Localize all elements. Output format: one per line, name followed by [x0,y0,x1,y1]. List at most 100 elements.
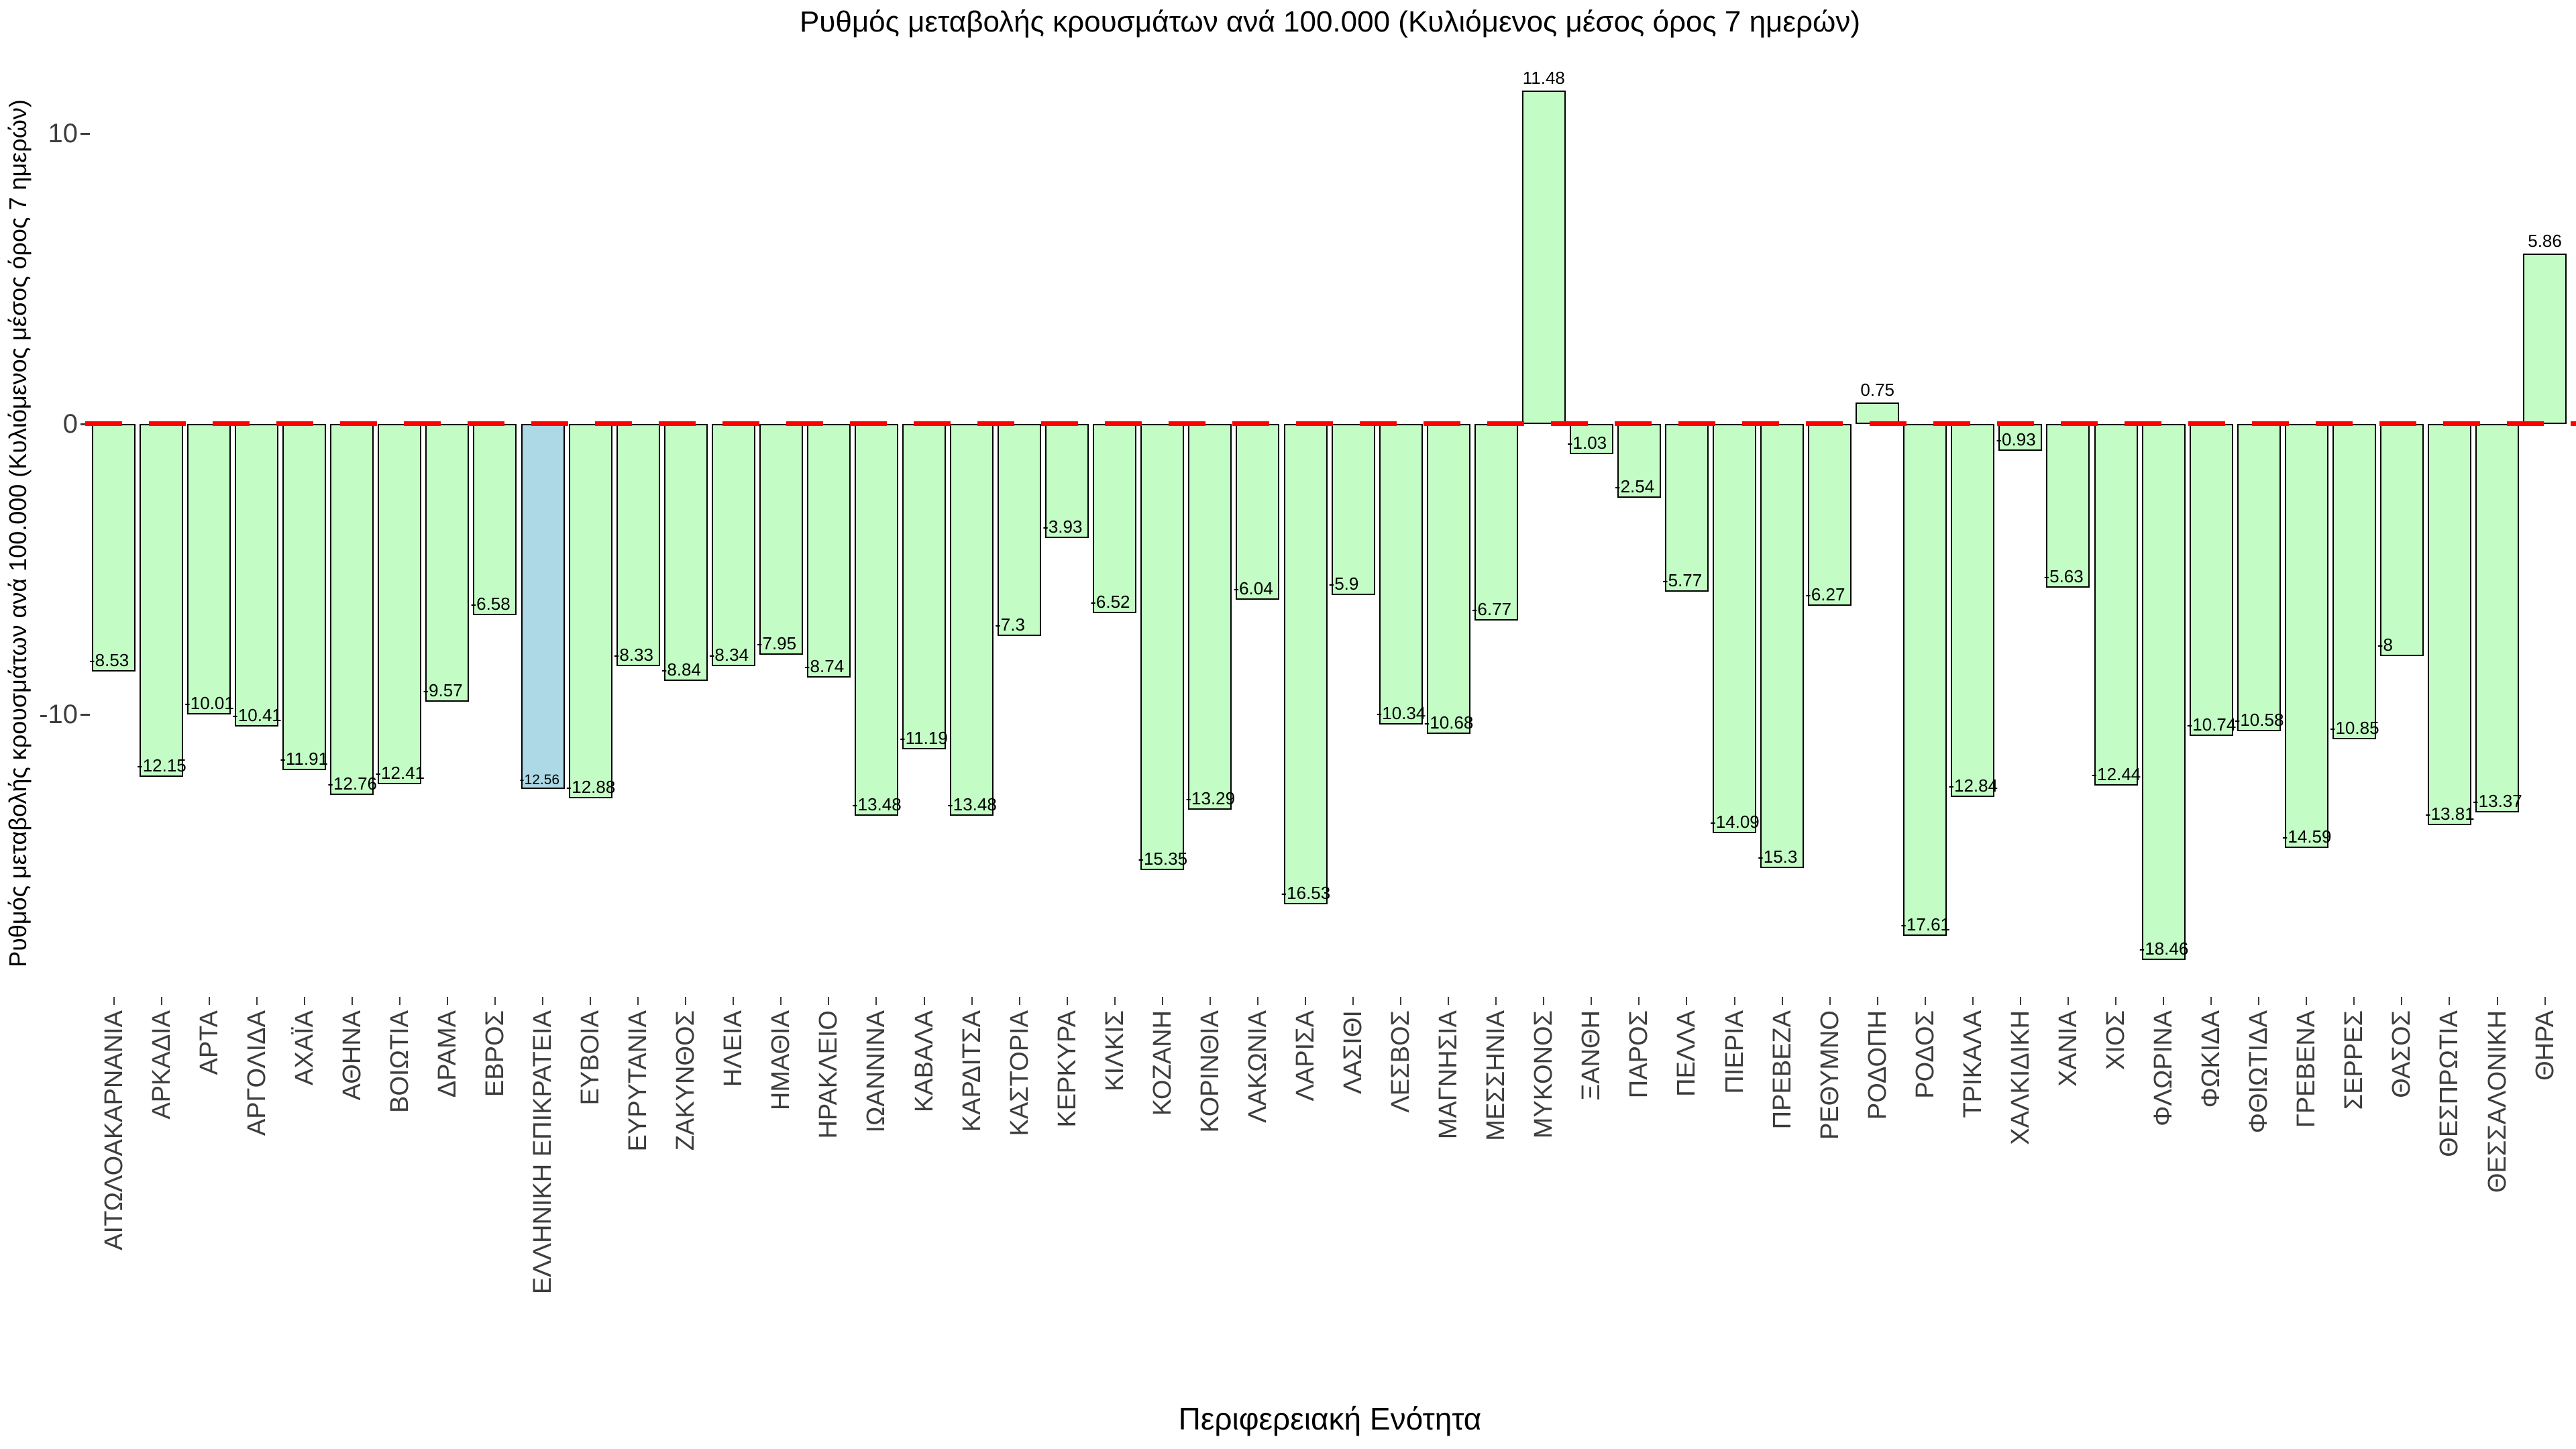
x-tick-mark [1400,997,1402,1005]
x-tick-label: ΑΧΑΪΑ [290,1010,319,1085]
x-tick-label: ΕΥΒΟΙΑ [576,1010,605,1106]
bar-value-label: -13.48 [851,794,902,814]
bar-value-label: -6.04 [1233,578,1273,598]
bar-value-label: -5.63 [2043,566,2084,586]
bar-ΡΕΘΥΜΝΟ [1808,424,1852,606]
bar-ΕΥΡΥΤΑΝΙΑ [616,424,660,666]
y-tick-label: -10 [39,700,78,729]
bar-ΕΛΛΗΝΙΚΗ ΕΠΙΚΡΑΤΕΙΑ [521,424,565,789]
x-tick-label: ΧΙΟΣ [2102,1010,2131,1070]
zero-reference-line [85,421,2576,426]
x-tick-mark [1924,997,1926,1005]
x-tick-mark [923,997,925,1005]
x-tick-label: ΠΙΕΡΙΑ [1720,1010,1749,1094]
x-tick-mark [733,997,735,1005]
x-tick-label: ΤΡΙΚΑΛΑ [1958,1010,1987,1118]
x-tick-mark [2210,997,2212,1005]
x-tick-mark [1591,997,1593,1005]
bar-ΗΛΕΙΑ [711,424,755,667]
x-tick-label: ΚΟΖΑΝΗ [1148,1010,1177,1116]
x-tick-mark [1495,997,1497,1005]
x-tick-mark [1781,997,1783,1005]
x-tick-label: ΕΒΡΟΣ [480,1010,509,1097]
x-tick-label: ΘΑΣΟΣ [2387,1010,2416,1098]
x-tick-label: ΑΡΓΟΛΙΔΑ [242,1010,271,1136]
x-tick-label: ΧΑΛΚΙΔΙΚΗ [2006,1010,2035,1145]
x-tick-mark [398,997,400,1005]
x-tick-label: ΗΛΕΙΑ [719,1010,748,1087]
x-tick-label: ΠΑΡΟΣ [1625,1010,1654,1099]
x-tick-label: ΡΟΔΟΠΗ [1863,1010,1892,1120]
x-tick-label: ΑΡΚΑΔΙΑ [147,1010,176,1120]
bar-value-label: 5.86 [2528,231,2562,252]
bar-value-label: -15.35 [1138,848,1188,869]
chart-title: Ρυθμός μεταβολής κρουσμάτων ανά 100.000 … [799,5,1861,38]
bar-value-label: -7.95 [756,633,797,654]
bar-value-label: -8.33 [613,644,653,665]
bar-ΦΘΙΩΤΙΔΑ [2237,424,2281,732]
bar-ΛΑΡΙΣΑ [1283,424,1328,904]
bar-value-label: -1.03 [1566,432,1607,453]
bar-ΘΗΡΑ [2523,254,2567,424]
bar-ΤΡΙΚΑΛΑ [1951,424,1995,797]
bar-ΑΧΑΪΑ [282,424,327,770]
x-tick-label: ΣΕΡΡΕΣ [2340,1010,2369,1110]
bar-ΚΑΒΑΛΑ [902,424,947,749]
bar-value-label: -0.93 [1996,429,2036,450]
bar-value-label: -8.34 [708,645,749,665]
x-tick-label: ΠΕΛΛΑ [1672,1010,1701,1097]
bar-ΠΙΕΡΙΑ [1713,424,1757,834]
x-tick-label: ΡΟΔΟΣ [1911,1010,1939,1099]
y-tick-label: 0 [62,409,78,439]
bar-ΙΩΑΝΝΙΝΑ [854,424,898,816]
x-tick-mark [2258,997,2260,1005]
x-tick-mark [1543,997,1545,1005]
bar-value-label: -12.15 [137,755,186,776]
x-tick-mark [780,997,782,1005]
x-tick-mark [1876,997,1878,1005]
x-tick-label: ΑΡΤΑ [195,1010,223,1075]
x-tick-mark [1209,997,1211,1005]
x-tick-mark [2019,997,2021,1005]
bar-value-label: -13.29 [1185,788,1236,809]
y-axis-title: Ρυθμός μεταβολής κρουσμάτων ανά 100.000 … [4,99,32,967]
bar-ΕΥΒΟΙΑ [568,424,612,798]
bar-ΞΑΝΘΗ [1569,424,1613,454]
bar-value-label: -5.9 [1328,574,1359,594]
bar-value-label: -8 [2377,635,2393,655]
x-tick-label: ΜΑΓΝΗΣΙΑ [1434,1010,1463,1140]
bar-ΗΜΑΘΙΑ [759,424,803,655]
x-tick-mark [1448,997,1450,1005]
x-tick-mark [1018,997,1020,1005]
x-tick-label: ΕΛΛΗΝΙΚΗ ΕΠΙΚΡΑΤΕΙΑ [529,1010,557,1295]
bar-value-label: -12.76 [327,773,378,794]
x-tick-mark [2163,997,2165,1005]
x-tick-label: ΚΑΡΔΙΤΣΑ [957,1010,986,1132]
bar-ΑΡΤΑ [187,424,231,715]
bar-ΛΕΣΒΟΣ [1379,424,1423,724]
x-tick-label: ΞΑΝΘΗ [1577,1010,1606,1101]
bar-value-label: -10.41 [232,704,282,725]
bar-ΖΑΚΥΝΘΟΣ [663,424,708,681]
x-tick-label: ΚΑΒΑΛΑ [910,1010,938,1113]
x-tick-mark [2496,997,2498,1005]
bar-value-label: -6.58 [470,593,511,614]
x-tick-mark [351,997,353,1005]
bar-value-label: 0.75 [1860,379,1895,400]
x-tick-label: ΛΕΣΒΟΣ [1387,1010,1415,1113]
bar-value-label: -14.59 [2282,826,2332,847]
x-tick-label: ΕΥΡΥΤΑΝΙΑ [624,1010,653,1152]
bar-value-label: -8.84 [661,659,701,680]
bar-value-label: -2.54 [1614,476,1655,496]
bar-value-label: -13.37 [2473,790,2522,811]
bar-ΗΡΑΚΛΕΙΟ [806,424,851,678]
bar-value-label: -15.3 [1758,847,1798,867]
x-tick-label: ΛΑΣΙΘΙ [1339,1010,1368,1094]
x-tick-mark [494,997,496,1005]
x-tick-label: ΑΙΤΩΛΟΑΚΑΡΝΑΝΙΑ [99,1010,128,1250]
x-tick-mark [971,997,973,1005]
x-tick-label: ΜΕΣΣΗΝΙΑ [1482,1010,1511,1141]
x-tick-mark [542,997,544,1005]
x-tick-label: ΚΑΣΤΟΡΙΑ [1005,1010,1034,1136]
x-tick-label: ΚΕΡΚΥΡΑ [1053,1010,1081,1128]
